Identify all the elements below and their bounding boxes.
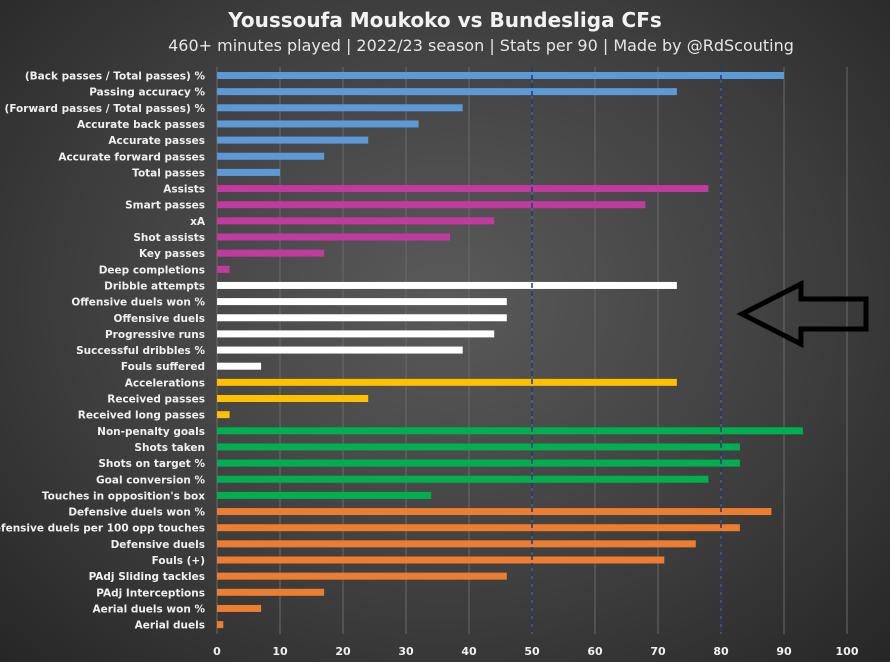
bar — [217, 524, 740, 532]
x-tick-label: 40 — [461, 645, 477, 658]
category-label: Received long passes — [78, 410, 205, 422]
category-label: Accurate passes — [108, 135, 205, 147]
category-label: xA — [190, 216, 206, 228]
bar — [217, 201, 646, 209]
bar — [217, 443, 740, 451]
category-label: Accurate forward passes — [58, 151, 205, 163]
bar — [217, 104, 463, 112]
category-label: Assists — [163, 184, 205, 196]
category-label: Total passes — [132, 167, 205, 179]
bar — [217, 362, 262, 370]
category-label: Dribble attempts — [104, 280, 205, 292]
bar — [217, 491, 432, 499]
bar — [217, 475, 709, 483]
category-label: Touches in opposition's box — [42, 490, 205, 502]
bar — [217, 427, 803, 435]
x-tick-label: 60 — [587, 645, 603, 658]
x-tick-label: 20 — [335, 645, 351, 658]
reference-lines — [531, 67, 722, 634]
category-label: Shots taken — [134, 442, 205, 454]
bar — [217, 540, 696, 548]
category-label: Accelerations — [125, 377, 205, 389]
x-tick-label: 80 — [713, 645, 729, 658]
bar — [217, 72, 784, 79]
x-tick-label: 0 — [213, 645, 221, 658]
left-arrow-annotation — [736, 279, 869, 349]
category-label: (Forward passes / Total passes) % — [5, 103, 206, 115]
bar — [217, 281, 677, 289]
bar — [217, 185, 709, 193]
bar — [217, 459, 740, 467]
bar — [217, 508, 772, 516]
bar — [217, 621, 224, 629]
bar — [217, 120, 419, 128]
category-label: Fouls suffered — [121, 361, 205, 373]
left-arrow-icon — [736, 279, 869, 349]
bar — [217, 604, 262, 612]
bar — [217, 346, 463, 354]
category-label: Deep completions — [99, 264, 205, 276]
bar — [217, 249, 325, 257]
bar — [217, 88, 677, 96]
x-tick-label: 90 — [776, 645, 792, 658]
category-label: Shots on target % — [98, 458, 205, 470]
category-label: Shot assists — [133, 232, 205, 244]
x-tick-label: 100 — [836, 645, 859, 658]
category-label: Fouls (+) — [152, 555, 205, 567]
category-label: Offensive duels — [114, 313, 205, 325]
category-label: Defensive duels won % — [68, 507, 205, 519]
bar — [217, 378, 677, 386]
category-label: PAdj Sliding tackles — [89, 571, 205, 583]
category-label: (Back passes / Total passes) % — [25, 71, 206, 83]
category-label: Smart passes — [125, 200, 205, 212]
bar — [217, 556, 665, 564]
x-tick-label: 50 — [524, 645, 540, 658]
x-tick-label: 10 — [272, 645, 288, 658]
bar — [217, 136, 369, 144]
chart-subtitle: 460+ minutes played | 2022/23 season | S… — [168, 36, 794, 55]
x-tick-label: 30 — [398, 645, 414, 658]
bar — [217, 168, 280, 176]
bars — [217, 72, 803, 629]
category-label: Goal conversion % — [96, 474, 205, 486]
category-label: Passing accuracy % — [89, 87, 205, 99]
category-label: Defensive duels — [111, 539, 205, 551]
bar — [217, 572, 507, 580]
category-label: Aerial duels won % — [92, 603, 205, 615]
chart-title: Youssoufa Moukoko vs Bundesliga CFs — [227, 8, 662, 32]
bar — [217, 298, 507, 306]
bar — [217, 217, 495, 225]
bar — [217, 152, 325, 160]
bar — [217, 265, 230, 273]
category-label: Defensive duels per 100 opp touches — [0, 523, 205, 535]
bar — [217, 411, 230, 419]
bar — [217, 314, 507, 322]
category-label: Successful dribbles % — [76, 345, 205, 357]
category-label: PAdj Interceptions — [96, 587, 205, 599]
category-label: Key passes — [139, 248, 205, 260]
category-labels: (Back passes / Total passes) % Passing ac… — [0, 71, 206, 632]
bar — [217, 330, 495, 338]
x-tick-label: 70 — [650, 645, 666, 658]
category-label: Progressive runs — [105, 329, 205, 341]
category-label: Received passes — [107, 394, 205, 406]
bar — [217, 588, 325, 596]
x-axis-ticks: 0 10 20 30 40 50 60 70 80 90 100 — [213, 645, 859, 658]
category-label: Aerial duels — [135, 620, 205, 632]
bar — [217, 395, 369, 402]
bar — [217, 233, 451, 241]
category-label: Offensive duels won % — [71, 297, 205, 309]
category-label: Non-penalty goals — [97, 426, 205, 438]
category-label: Accurate back passes — [77, 119, 205, 131]
